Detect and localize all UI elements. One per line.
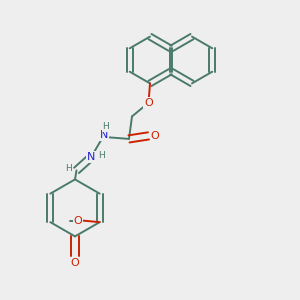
Text: N: N bbox=[87, 152, 96, 162]
Text: H: H bbox=[102, 122, 109, 131]
Text: O: O bbox=[70, 257, 80, 268]
Text: H: H bbox=[65, 164, 71, 173]
Text: O: O bbox=[74, 216, 82, 226]
Text: N: N bbox=[100, 130, 108, 140]
Text: O: O bbox=[151, 131, 160, 141]
Text: H: H bbox=[98, 151, 105, 160]
Text: O: O bbox=[144, 98, 153, 108]
